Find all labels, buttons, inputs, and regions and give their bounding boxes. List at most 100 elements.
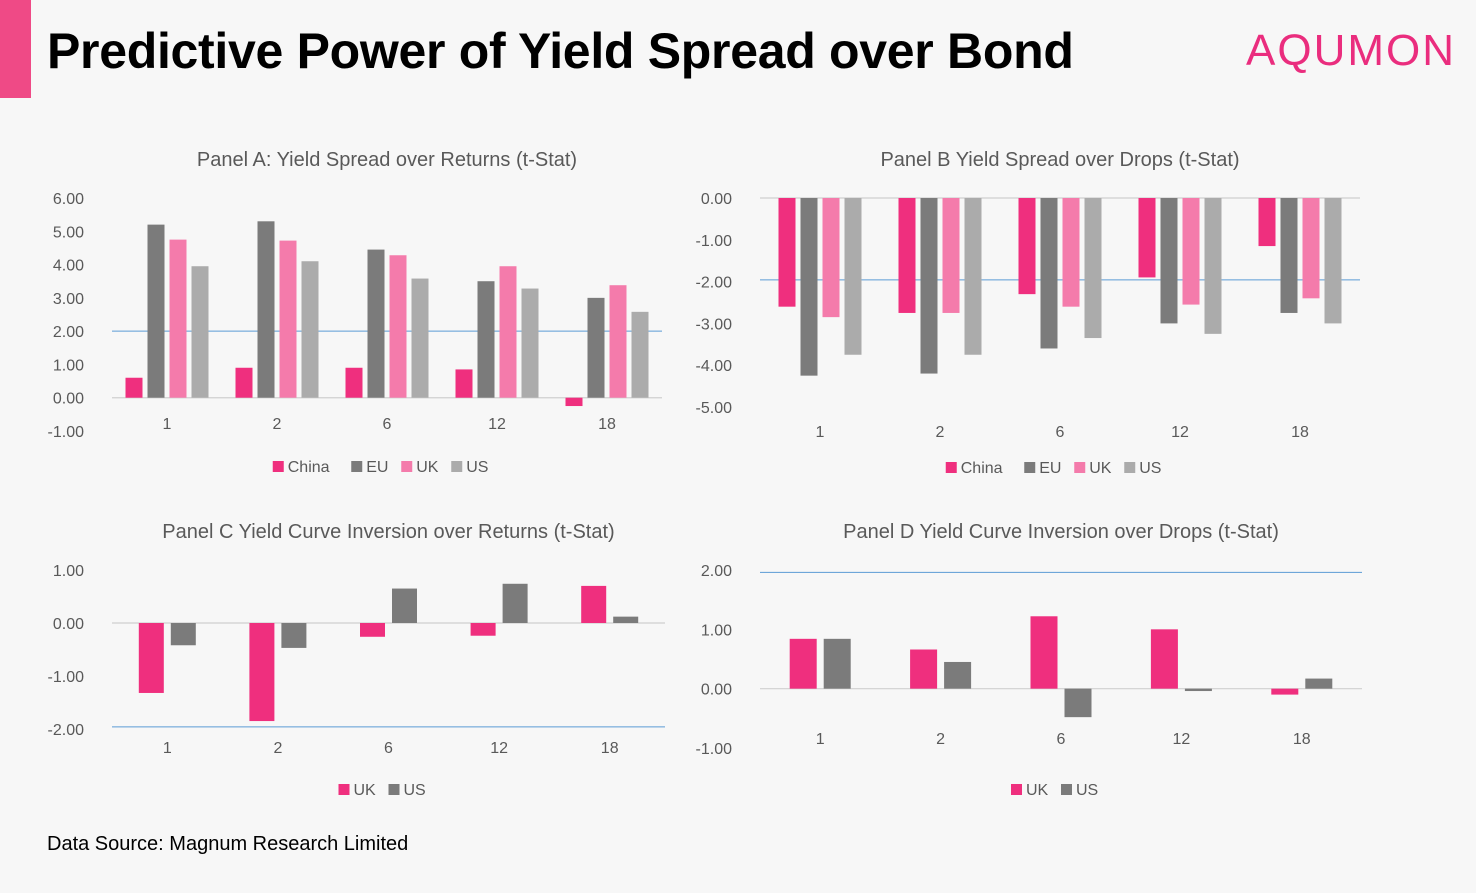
legend-label-eu: EU xyxy=(366,459,388,476)
bar-uk xyxy=(389,255,407,398)
legend-label-uk: UK xyxy=(354,782,377,799)
bar-us xyxy=(1184,688,1212,692)
bar-china xyxy=(565,397,583,407)
chart-title: Panel A: Yield Spread over Returns (t-St… xyxy=(197,149,577,171)
y-tick-label: -2.00 xyxy=(696,275,733,292)
bar-uk xyxy=(581,585,607,623)
legend-swatch-us xyxy=(1124,462,1136,473)
chart-title: Panel B Yield Spread over Drops (t-Stat) xyxy=(880,149,1239,171)
bar-eu xyxy=(1280,198,1298,313)
bar-us xyxy=(411,278,429,398)
legend-label-china: China xyxy=(961,460,1003,477)
bar-china xyxy=(1138,198,1156,278)
y-tick-label: 0.00 xyxy=(53,616,84,633)
bar-us xyxy=(521,288,539,398)
bar-eu xyxy=(477,281,495,398)
bar-eu xyxy=(367,249,385,398)
legend-label-us: US xyxy=(1139,460,1161,477)
legend-label-us: US xyxy=(404,782,426,799)
panel-a-chart: Panel A: Yield Spread over Returns (t-St… xyxy=(48,149,662,476)
bar-us xyxy=(1084,198,1102,339)
page-title: Predictive Power of Yield Spread over Bo… xyxy=(47,23,1074,79)
x-tick-label: 2 xyxy=(273,416,282,433)
bar-us xyxy=(844,198,862,355)
bar-us xyxy=(281,623,307,648)
data-source-note: Data Source: Magnum Research Limited xyxy=(47,833,409,855)
x-tick-label: 2 xyxy=(273,740,282,757)
bar-uk xyxy=(1271,688,1299,695)
bar-uk xyxy=(1150,629,1178,689)
bar-china xyxy=(235,367,253,398)
bar-china xyxy=(125,377,143,398)
panel-c-chart: Panel C Yield Curve Inversion over Retur… xyxy=(48,521,665,799)
x-tick-label: 6 xyxy=(1056,424,1065,441)
x-tick-label: 2 xyxy=(936,731,945,748)
y-tick-label: 1.00 xyxy=(53,563,84,580)
bar-eu xyxy=(1160,198,1178,324)
y-tick-label: 0.00 xyxy=(701,682,732,699)
bar-china xyxy=(345,367,363,398)
legend-swatch-china xyxy=(272,461,284,472)
y-tick-label: 1.00 xyxy=(53,357,84,374)
x-tick-label: 12 xyxy=(490,740,508,757)
bar-uk xyxy=(1302,198,1320,299)
x-tick-label: 12 xyxy=(488,416,506,433)
bar-uk xyxy=(499,266,517,398)
bar-us xyxy=(944,661,972,689)
legend-swatch-us xyxy=(1061,784,1072,795)
legend-swatch-uk xyxy=(1011,784,1022,795)
x-tick-label: 1 xyxy=(163,740,172,757)
bar-uk xyxy=(360,623,385,637)
bar-us xyxy=(964,198,982,355)
bar-china xyxy=(455,369,473,398)
y-tick-label: 4.00 xyxy=(53,258,84,275)
x-tick-label: 12 xyxy=(1171,424,1189,441)
bar-eu xyxy=(920,198,938,374)
x-tick-label: 6 xyxy=(384,740,393,757)
x-tick-label: 2 xyxy=(936,424,945,441)
bar-uk xyxy=(1030,616,1058,689)
chart-title: Panel D Yield Curve Inversion over Drops… xyxy=(843,521,1279,543)
y-tick-label: 6.00 xyxy=(53,191,84,208)
bar-eu xyxy=(257,221,275,398)
bar-uk xyxy=(942,198,960,313)
x-tick-label: 1 xyxy=(816,731,825,748)
legend-swatch-us xyxy=(451,461,463,472)
legend-label-us: US xyxy=(466,459,488,476)
y-tick-label: 2.00 xyxy=(53,324,84,341)
bar-us xyxy=(1064,688,1092,718)
y-tick-label: -4.00 xyxy=(696,358,733,375)
y-tick-label: -3.00 xyxy=(696,316,733,333)
bar-us xyxy=(191,266,209,398)
accent-bar xyxy=(0,0,31,98)
bar-uk xyxy=(169,239,187,398)
bar-us xyxy=(502,583,528,623)
y-tick-label: 0.00 xyxy=(701,191,732,208)
y-tick-label: -1.00 xyxy=(48,424,85,441)
bar-us xyxy=(301,261,319,398)
bar-us xyxy=(823,638,851,689)
bar-eu xyxy=(1040,198,1058,349)
bar-us xyxy=(392,588,417,623)
panel-b-chart: Panel B Yield Spread over Drops (t-Stat)… xyxy=(696,149,1360,477)
x-tick-label: 1 xyxy=(163,416,172,433)
legend-swatch-china xyxy=(945,462,957,473)
bar-uk xyxy=(1182,198,1200,305)
y-tick-label: 2.00 xyxy=(701,563,732,580)
bar-uk xyxy=(279,240,297,398)
y-tick-label: -1.00 xyxy=(696,233,733,250)
panel-d-chart: Panel D Yield Curve Inversion over Drops… xyxy=(696,521,1362,799)
bar-uk xyxy=(789,638,817,689)
legend-label-eu: EU xyxy=(1039,460,1061,477)
bar-china xyxy=(1018,198,1036,295)
x-tick-label: 1 xyxy=(816,424,825,441)
x-tick-label: 12 xyxy=(1173,731,1191,748)
bar-uk xyxy=(138,623,164,693)
y-tick-label: -2.00 xyxy=(48,722,85,739)
chart-title: Panel C Yield Curve Inversion over Retur… xyxy=(162,521,614,543)
bar-uk xyxy=(822,198,840,318)
bar-uk xyxy=(470,623,496,636)
y-tick-label: -1.00 xyxy=(48,669,85,686)
y-tick-label: -1.00 xyxy=(696,741,733,758)
bar-us xyxy=(170,623,196,646)
